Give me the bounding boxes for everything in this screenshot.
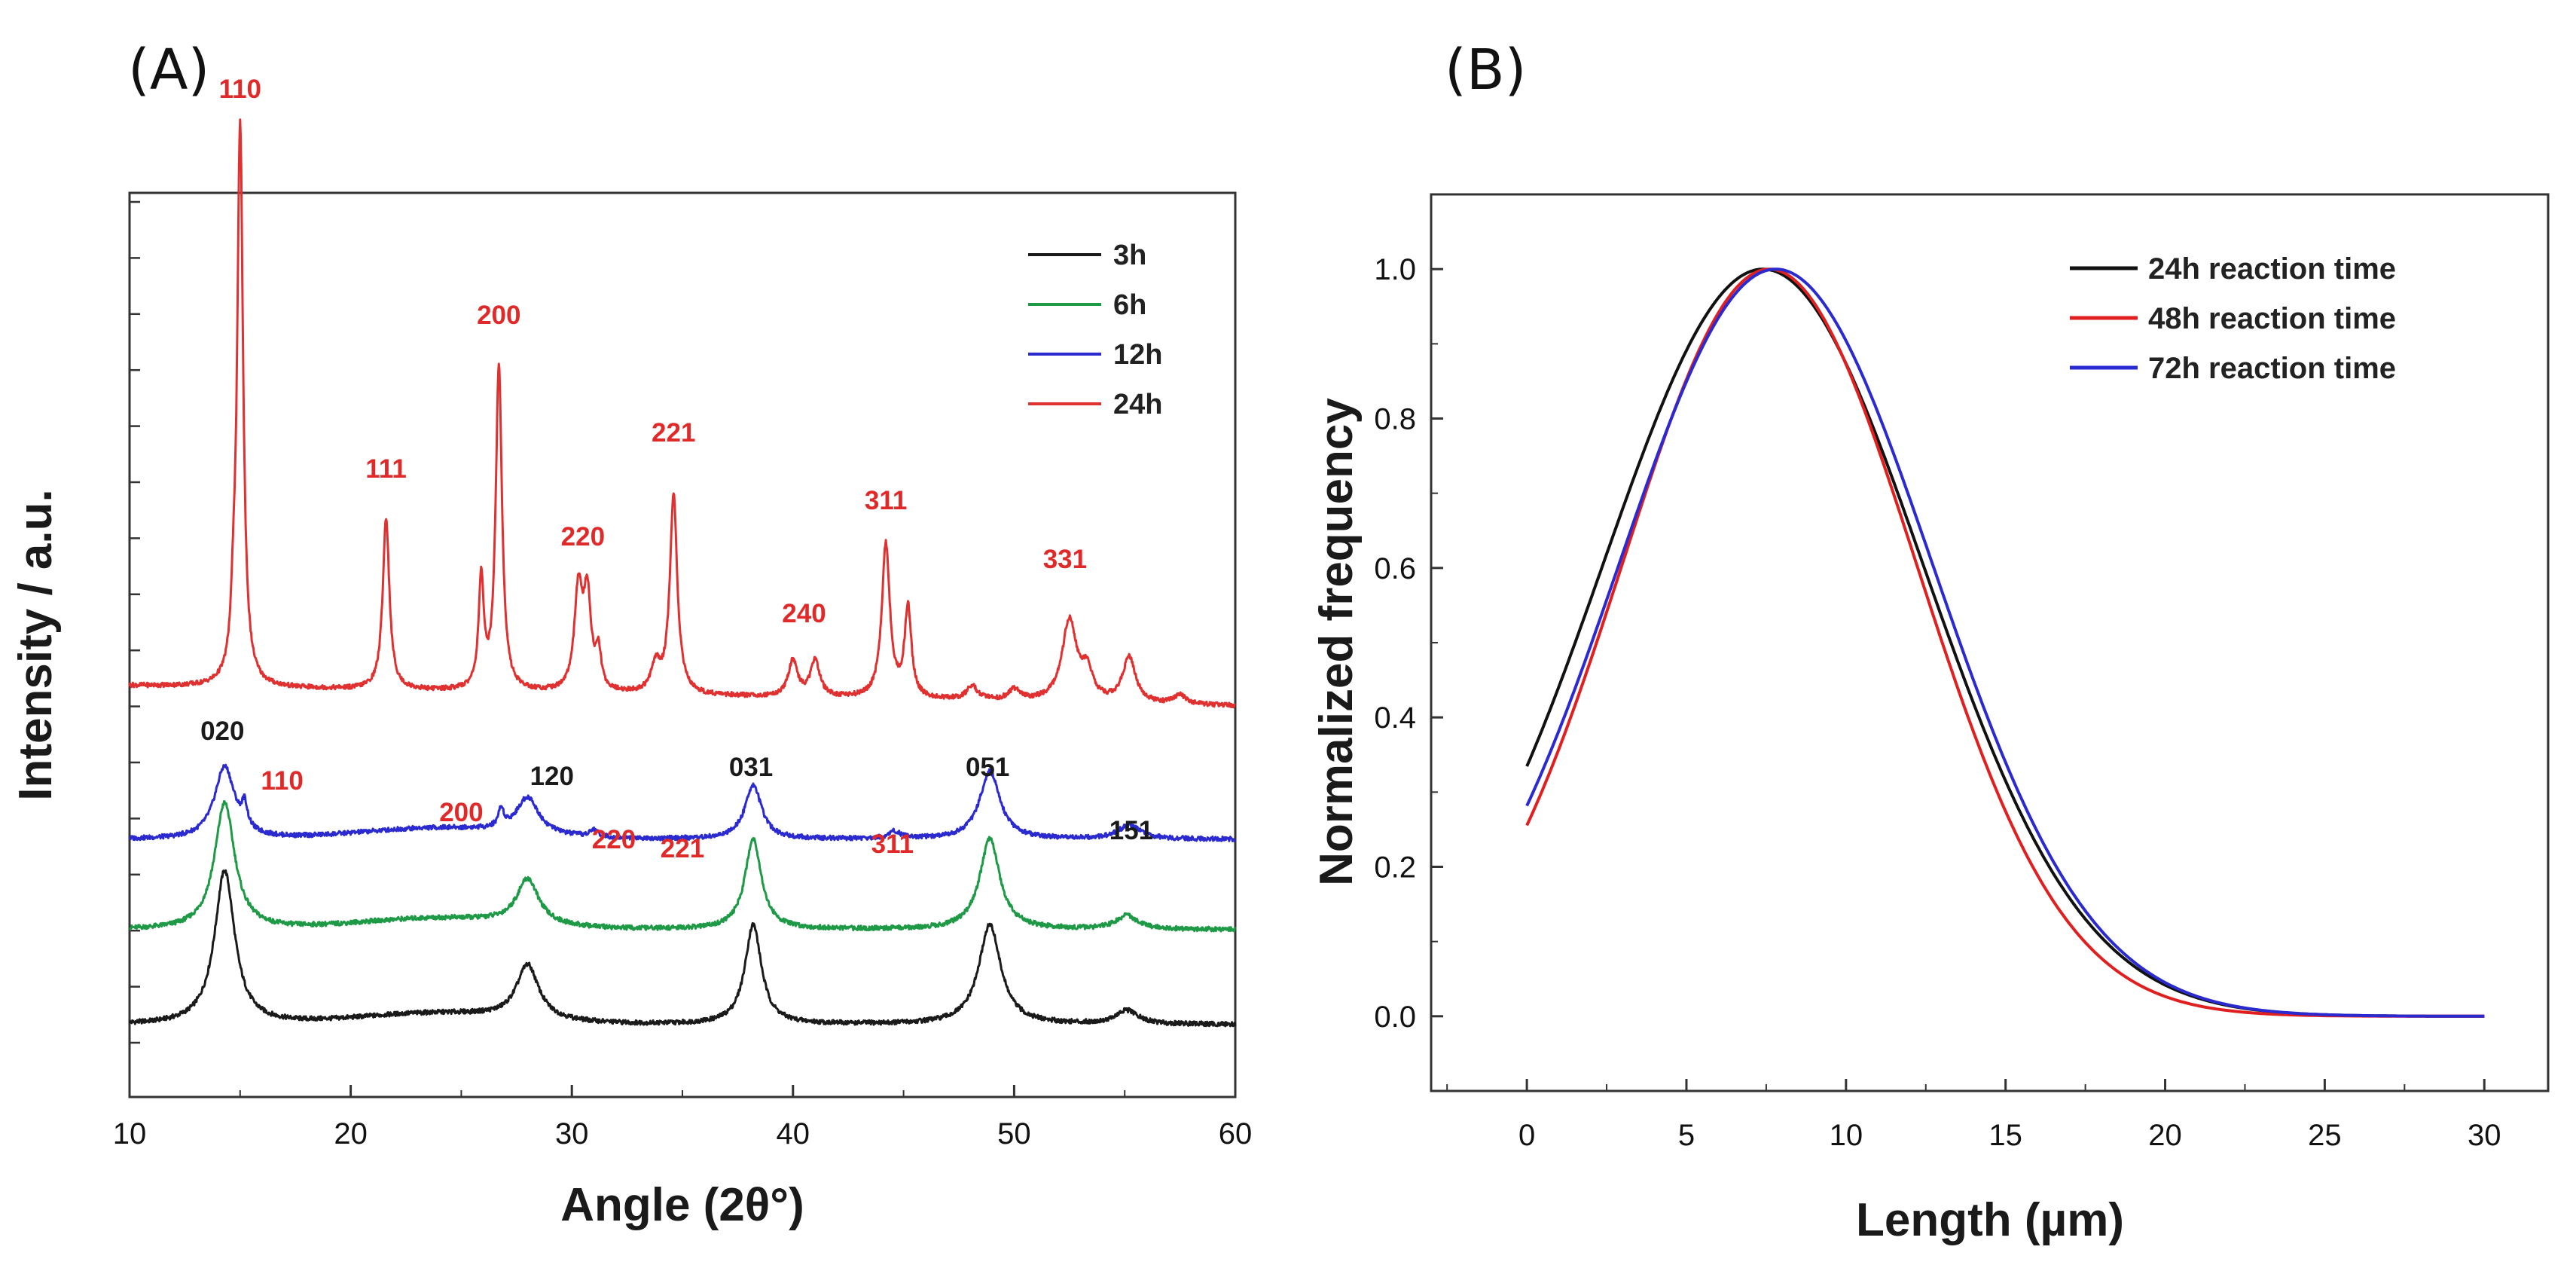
panel-a-peak-label-051: 051: [966, 753, 1009, 782]
panel-b-y-tick-label-0-2: 0.2: [1374, 851, 1416, 885]
panel-a-peak-label-220: 220: [561, 522, 605, 552]
panel-a-x-tick-label-40: 40: [777, 1117, 810, 1150]
panel-a-legend: 3h 6h 12h 24h: [1028, 240, 1162, 420]
panel-a-peak-label-110: 110: [219, 75, 261, 104]
panel-a-peak-label-220: 220: [592, 825, 636, 854]
panel-a-x-tick-label-10: 10: [113, 1117, 147, 1150]
panel-a-peak-label-031: 031: [729, 753, 773, 782]
panel-b-y-tick-label-1-0: 1.0: [1374, 253, 1416, 286]
panel-b-label: (B): [1445, 38, 1527, 102]
panel-a-series-12h: [128, 763, 1236, 842]
panel-a-y-axis-title: Intensity / a.u.: [10, 489, 62, 800]
panel-a-x-tick-label-30: 30: [555, 1117, 589, 1150]
panel-a-legend-label-24h: 24h: [1113, 389, 1162, 420]
panel-b-x-tick-label-0: 0: [1518, 1119, 1535, 1152]
panel-b-legend-label-72h-reaction-time: 72h reaction time: [2148, 352, 2396, 385]
panel-b-y-tick-label-0-6: 0.6: [1374, 552, 1416, 585]
panel-b-series: [1525, 267, 2485, 1018]
panel-b-x-tick-label-30: 30: [2468, 1119, 2501, 1152]
panel-a-x-tick-label-20: 20: [334, 1117, 368, 1150]
panel-a-series: [128, 118, 1237, 1028]
panel-a-x-tick-label-50: 50: [997, 1117, 1031, 1150]
panel-b-ticks: 0 5 10 15 20 25 30 0.0 0.2 0.4 0.6 0.8 1.0: [1374, 194, 2501, 1152]
panel-a: (A) 10 20 30 40 50 60 110 111 200 220 221 240 311 33…: [10, 38, 1252, 1231]
panel-a-series-3h: [128, 869, 1237, 1028]
panel-b-y-axis-title: Normalized frequency: [1311, 398, 1363, 886]
panel-a-peak-labels: 110 111 200 220 221 240 311 331 020 110 200 120 220 2…: [200, 75, 1153, 863]
panel-a-peak-label-151: 151: [1109, 816, 1153, 845]
panel-b-x-tick-label-5: 5: [1678, 1119, 1695, 1152]
panel-a-legend-label-3h: 3h: [1113, 240, 1146, 271]
panel-a-peak-label-240: 240: [782, 599, 826, 628]
panel-b-x-tick-label-15: 15: [1988, 1119, 2022, 1152]
panel-a-series-6h: [129, 799, 1237, 933]
panel-a-series-24h: [128, 118, 1236, 709]
panel-b-x-tick-label-25: 25: [2308, 1119, 2342, 1152]
panel-b: (B) 0 5 10 15 20 25 30 0.0 0.2 0.4 0.6 0.8 1.0 24h r…: [1311, 38, 2550, 1246]
panel-a-peak-label-020: 020: [200, 717, 244, 746]
panel-b-legend-label-24h-reaction-time: 24h reaction time: [2148, 252, 2396, 286]
panel-b-series-72h-reaction-time: [1525, 267, 2485, 1018]
panel-b-y-tick-label-0-4: 0.4: [1374, 701, 1416, 735]
panel-a-legend-label-6h: 6h: [1113, 289, 1146, 321]
panel-a-x-tick-label-60: 60: [1219, 1117, 1253, 1150]
panel-b-x-tick-label-20: 20: [2148, 1119, 2182, 1152]
panel-a-peak-label-331: 331: [1043, 545, 1087, 574]
panel-a-peak-label-120: 120: [530, 762, 574, 791]
panel-b-legend-label-48h-reaction-time: 48h reaction time: [2148, 302, 2396, 335]
panel-a-peak-label-221: 221: [652, 418, 695, 448]
panel-a-x-axis-title: Angle (2θ°): [560, 1179, 804, 1231]
panel-a-label: (A): [128, 38, 209, 102]
panel-a-peak-label-110: 110: [261, 766, 303, 796]
panel-a-peak-label-111: 111: [365, 454, 407, 484]
panel-a-legend-label-12h: 12h: [1113, 339, 1162, 371]
panel-a-peak-label-311: 311: [865, 486, 907, 515]
panel-b-x-tick-label-10: 10: [1830, 1119, 1863, 1152]
panel-a-peak-label-200: 200: [439, 798, 483, 827]
panel-b-legend: 24h reaction time 48h reaction time 72h re…: [2070, 252, 2396, 385]
panel-b-y-tick-label-0-0: 0.0: [1374, 1001, 1416, 1034]
panel-a-peak-label-221: 221: [661, 834, 704, 863]
panel-b-y-tick-label-0-8: 0.8: [1374, 403, 1416, 436]
panel-b-x-axis-title: Length (µm): [1856, 1194, 2124, 1246]
panel-a-ticks: 10 20 30 40 50 60: [113, 200, 1253, 1150]
panel-a-peak-label-200: 200: [477, 301, 520, 330]
panel-a-peak-label-311: 311: [871, 830, 914, 859]
